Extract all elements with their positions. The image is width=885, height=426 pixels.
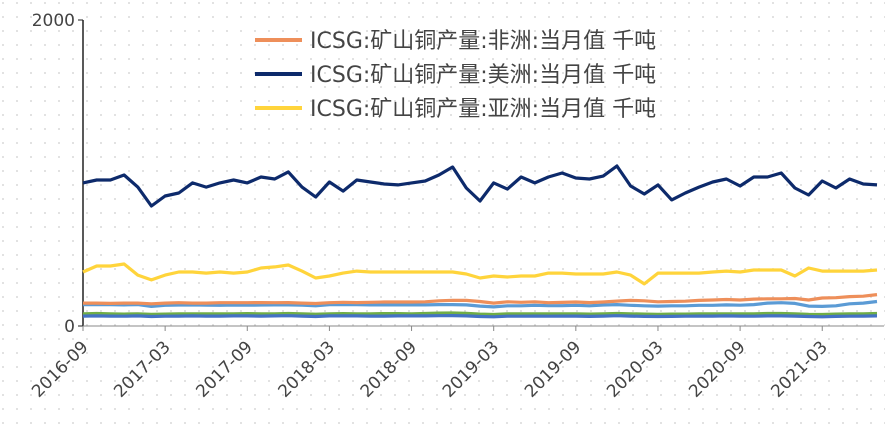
series-line	[82, 164, 878, 208]
series-line	[82, 262, 878, 286]
legend-label: ICSG:矿山铜产量:亚洲:当月值 千吨	[310, 97, 656, 122]
legend-label: ICSG:矿山铜产量:非洲:当月值 千吨	[310, 29, 656, 54]
series-line	[82, 311, 878, 317]
series-line	[83, 293, 878, 306]
series-line	[82, 314, 878, 319]
legend-label: ICSG:矿山铜产量:美洲:当月值 千吨	[310, 63, 656, 88]
y-tick-label: 2000	[32, 11, 75, 31]
series-line	[83, 299, 878, 309]
y-tick-label: 0	[64, 317, 75, 337]
